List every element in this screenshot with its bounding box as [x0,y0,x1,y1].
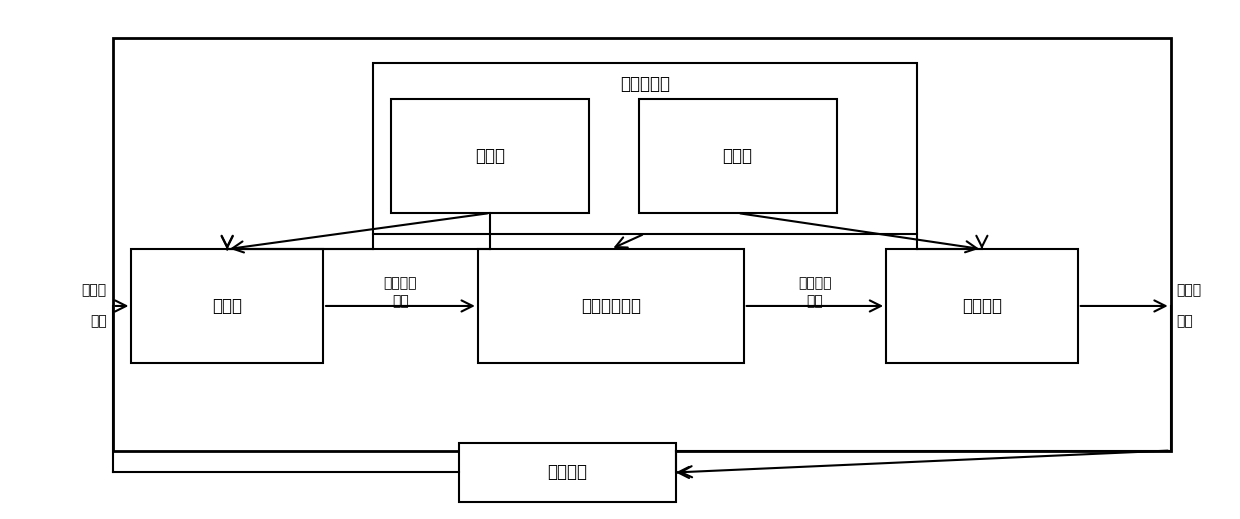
Text: 受控系统: 受控系统 [547,463,588,482]
Text: 明确值: 明确值 [82,283,107,297]
FancyBboxPatch shape [639,100,837,213]
FancyBboxPatch shape [113,37,1171,450]
Text: 明确值: 明确值 [1177,283,1202,297]
Text: 输出: 输出 [806,294,823,308]
FancyBboxPatch shape [459,443,676,502]
Text: 模糊推论引擎: 模糊推论引擎 [580,297,641,315]
FancyBboxPatch shape [887,249,1078,363]
Text: 数据库: 数据库 [475,147,505,165]
FancyBboxPatch shape [391,100,589,213]
Text: 解模糊化: 解模糊化 [962,297,1002,315]
Text: 输入: 输入 [89,315,107,329]
Text: 模糊集合: 模糊集合 [383,276,417,290]
FancyBboxPatch shape [477,249,744,363]
Text: 规则库: 规则库 [723,147,753,165]
Text: 模糊集合: 模糊集合 [799,276,832,290]
Text: 输入: 输入 [392,294,409,308]
FancyBboxPatch shape [131,249,324,363]
FancyBboxPatch shape [372,63,916,234]
Text: 模糊控制器: 模糊控制器 [620,75,670,93]
Text: 输出: 输出 [1177,315,1193,329]
Text: 模糊化: 模糊化 [212,297,242,315]
